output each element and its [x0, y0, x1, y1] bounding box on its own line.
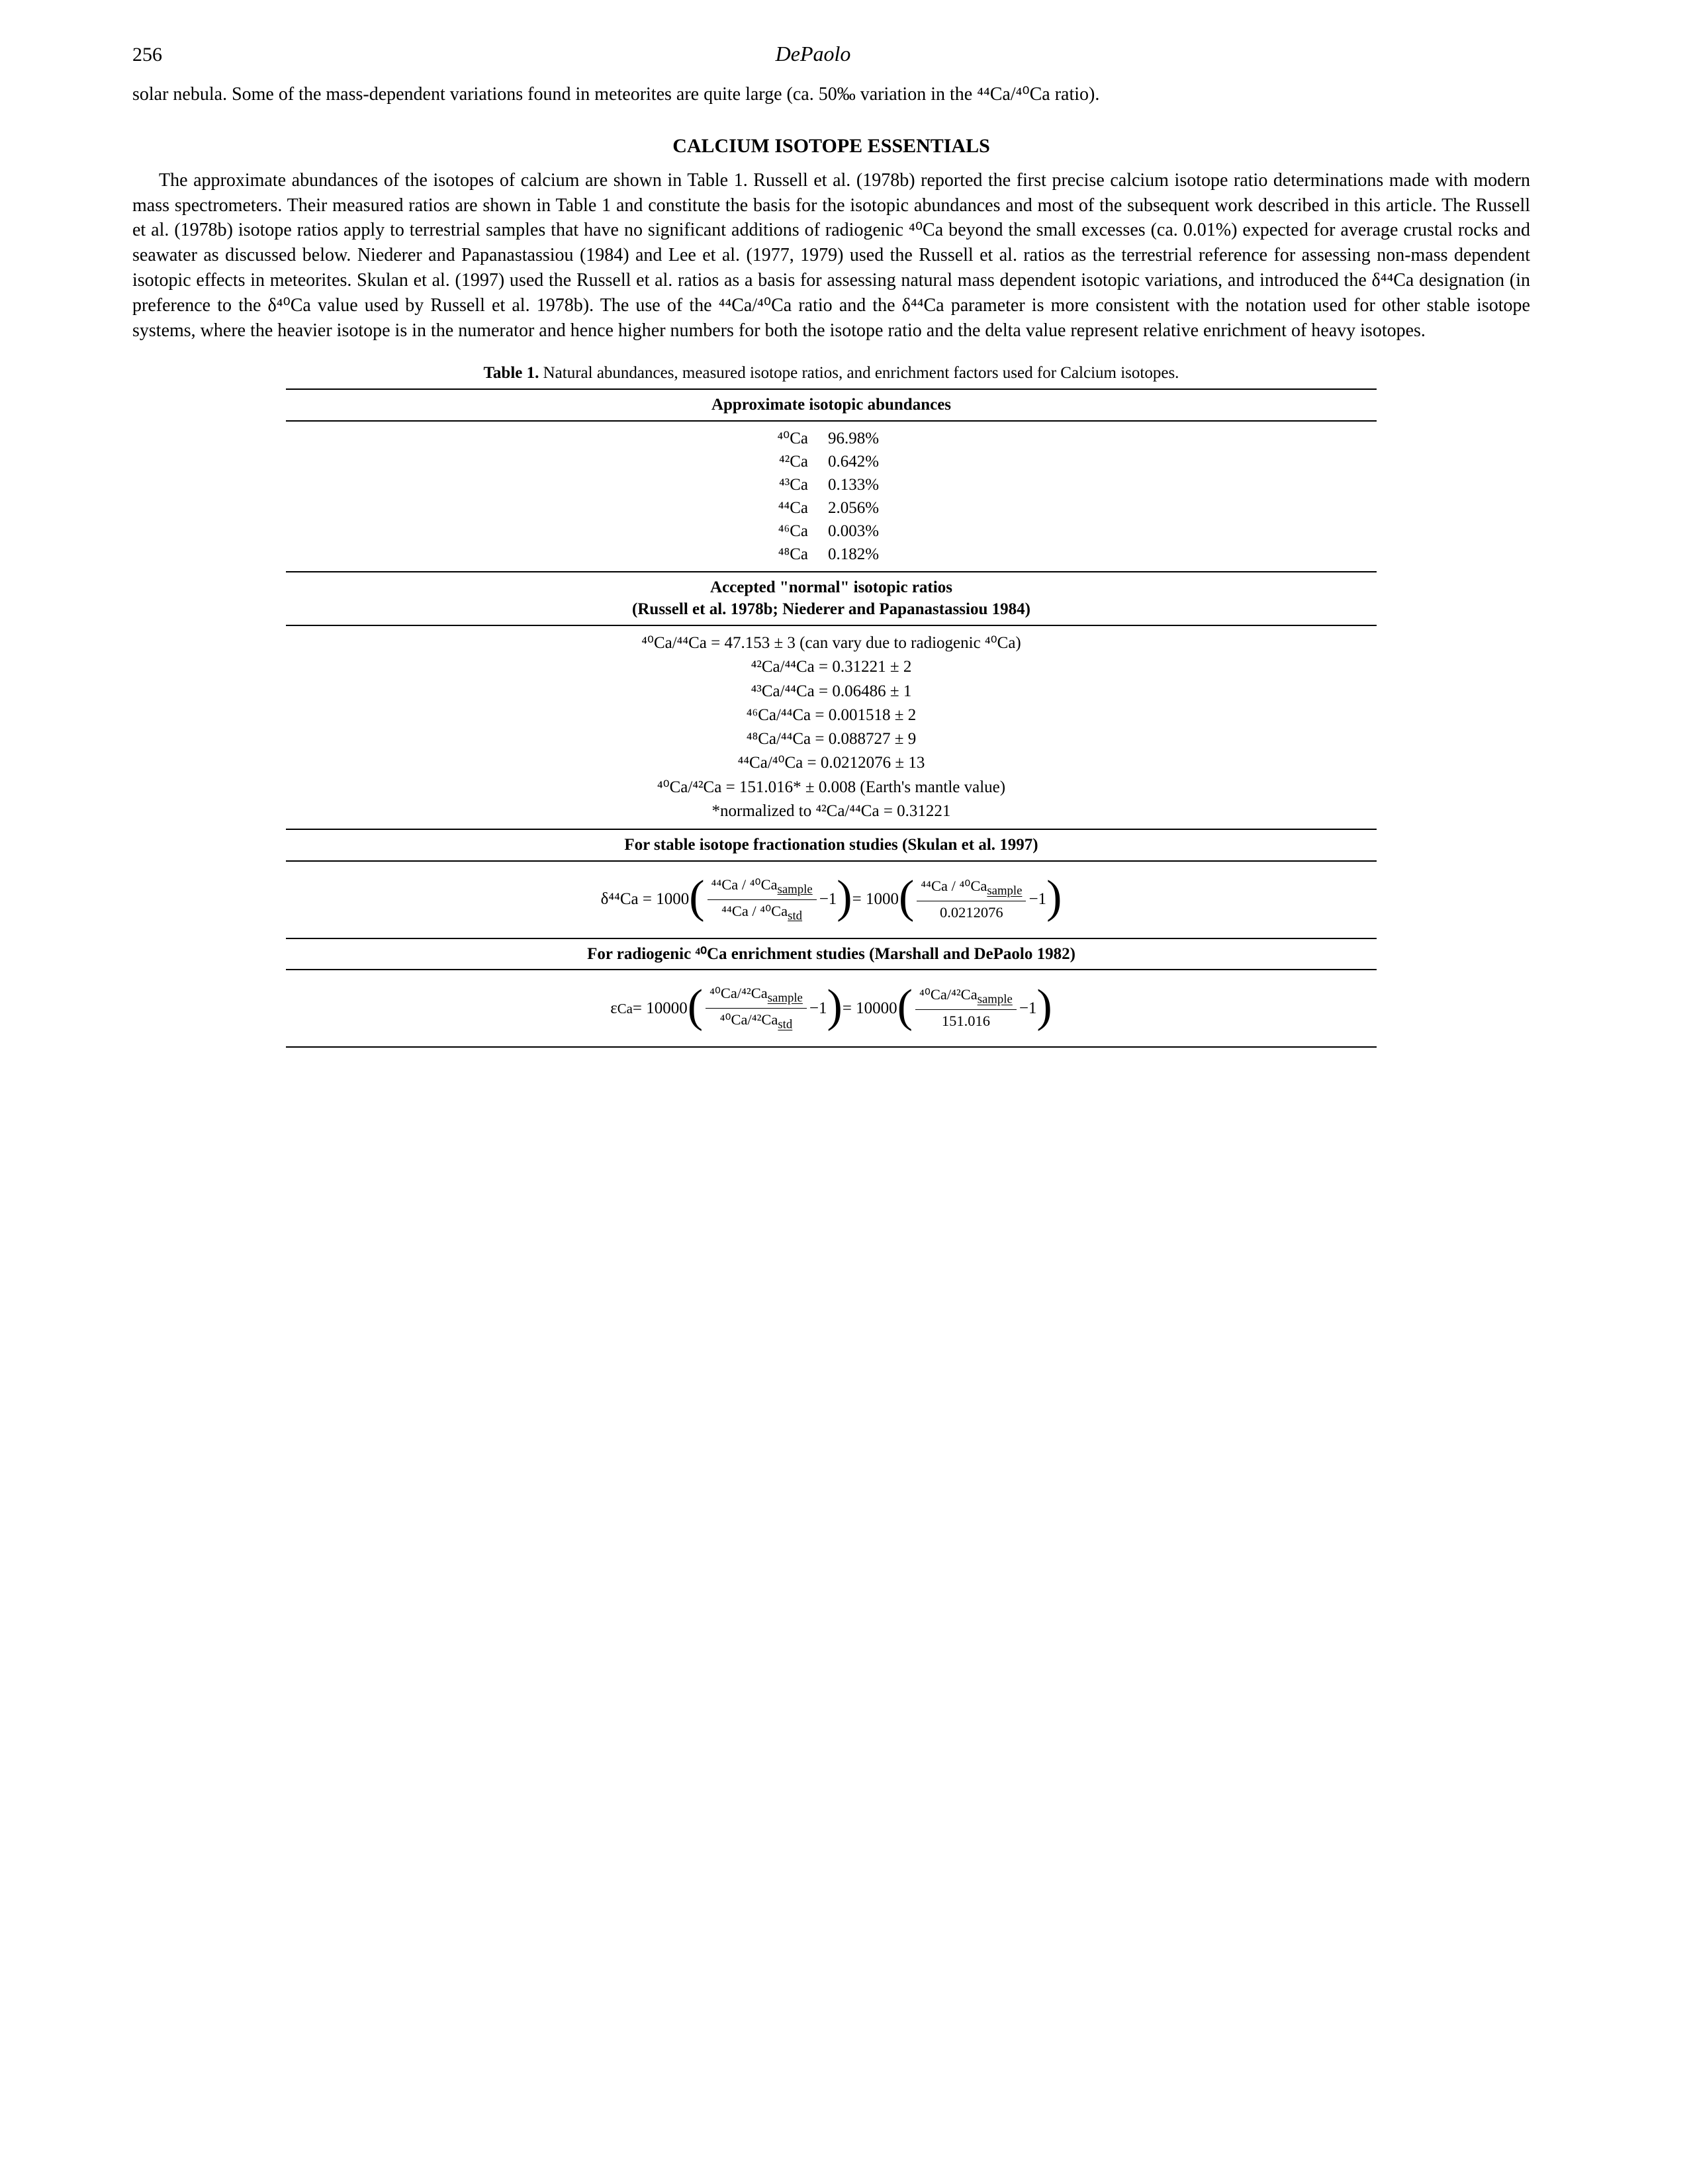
table-caption-text: Natural abundances, measured isotope rat…: [539, 364, 1179, 382]
epsilon-sub: Ca: [617, 999, 633, 1018]
intro-paragraph: solar nebula. Some of the mass-dependent…: [132, 82, 1530, 107]
denominator-value: 151.016: [915, 1010, 1017, 1031]
formula-mid: = 10000: [843, 997, 897, 1020]
table-row: ⁴³Ca 0.133%: [286, 473, 1376, 496]
table-row: ⁴⁰Ca 96.98%: [286, 427, 1376, 450]
denominator-ratio: ⁴⁴Ca / ⁴⁰Ca: [721, 903, 788, 919]
fraction: ⁴⁴Ca / ⁴⁰Casample 0.0212076: [917, 876, 1026, 923]
page-header: 256 DePaolo: [132, 40, 1530, 69]
table-row: ⁴⁴Ca 2.056%: [286, 496, 1376, 520]
formula-lhs: δ⁴⁴Ca = 1000: [601, 888, 690, 911]
ratio-line: ⁴⁴Ca/⁴⁰Ca = 0.0212076 ± 13: [286, 751, 1376, 775]
abundance-value: 0.642%: [828, 450, 894, 473]
table-row: ⁴⁸Ca 0.182%: [286, 543, 1376, 566]
table-section-abundances-heading: Approximate isotopic abundances: [286, 388, 1376, 422]
body-paragraph: The approximate abundances of the isotop…: [132, 168, 1530, 343]
fraction: ⁴⁰Ca/⁴²Casample 151.016: [915, 985, 1017, 1031]
isotope-label: ⁴²Ca: [768, 450, 808, 473]
epsilon-formula: εCa = 10000 ( ⁴⁰Ca/⁴²Casample ⁴⁰Ca/⁴²Cas…: [286, 970, 1376, 1046]
ratio-line: ⁴²Ca/⁴⁴Ca = 0.31221 ± 2: [286, 655, 1376, 679]
table-abundances-body: ⁴⁰Ca 96.98% ⁴²Ca 0.642% ⁴³Ca 0.133% ⁴⁴Ca 2.0…: [286, 422, 1376, 571]
table-row: ⁴⁶Ca 0.003%: [286, 520, 1376, 543]
numerator-sub: sample: [768, 991, 803, 1005]
ratio-line: *normalized to ⁴²Ca/⁴⁴Ca = 0.31221: [286, 799, 1376, 823]
numerator-sub: sample: [978, 993, 1013, 1007]
isotope-label: ⁴⁸Ca: [768, 543, 808, 566]
isotope-label: ⁴³Ca: [768, 473, 808, 496]
table-section-ratios-heading: Accepted "normal" isotopic ratios (Russe…: [286, 571, 1376, 627]
fraction: ⁴⁴Ca / ⁴⁰Casample ⁴⁴Ca / ⁴⁰Castd: [708, 875, 817, 925]
minus-one: −1: [1019, 997, 1037, 1020]
isotope-label: ⁴⁴Ca: [768, 496, 808, 520]
ratios-heading-line2: (Russell et al. 1978b; Niederer and Papa…: [632, 600, 1030, 618]
table-1: Table 1. Natural abundances, measured is…: [286, 363, 1376, 1048]
numerator-ratio: ⁴⁰Ca/⁴²Ca: [919, 986, 978, 1003]
section-heading: CALCIUM ISOTOPE ESSENTIALS: [132, 133, 1530, 160]
table-section-radiogenic-heading: For radiogenic ⁴⁰Ca enrichment studies (…: [286, 938, 1376, 971]
numerator-ratio: ⁴⁴Ca / ⁴⁰Ca: [921, 878, 987, 894]
abundance-value: 2.056%: [828, 496, 894, 520]
delta44-formula: δ⁴⁴Ca = 1000 ( ⁴⁴Ca / ⁴⁰Casample ⁴⁴Ca / …: [286, 862, 1376, 938]
minus-one: −1: [809, 997, 827, 1020]
minus-one: −1: [1028, 888, 1046, 911]
isotope-label: ⁴⁰Ca: [768, 427, 808, 450]
table-ratios-body: ⁴⁰Ca/⁴⁴Ca = 47.153 ± 3 (can vary due to …: [286, 626, 1376, 829]
denominator-sub: std: [788, 909, 802, 923]
table-caption: Table 1. Natural abundances, measured is…: [286, 363, 1376, 385]
ratio-line: ⁴⁶Ca/⁴⁴Ca = 0.001518 ± 2: [286, 704, 1376, 727]
ratio-line: ⁴³Ca/⁴⁴Ca = 0.06486 ± 1: [286, 680, 1376, 704]
isotope-label: ⁴⁶Ca: [768, 520, 808, 543]
ratio-line: ⁴⁰Ca/⁴²Ca = 151.016* ± 0.008 (Earth's ma…: [286, 776, 1376, 799]
abundance-value: 0.133%: [828, 473, 894, 496]
denominator-value: 0.0212076: [917, 901, 1026, 923]
denominator-ratio: ⁴⁰Ca/⁴²Ca: [720, 1011, 778, 1028]
minus-one: −1: [819, 888, 837, 911]
fraction: ⁴⁰Ca/⁴²Casample ⁴⁰Ca/⁴²Castd: [706, 983, 807, 1033]
ratio-line: ⁴⁰Ca/⁴⁴Ca = 47.153 ± 3 (can vary due to …: [286, 631, 1376, 655]
ratio-line: ⁴⁸Ca/⁴⁴Ca = 0.088727 ± 9: [286, 727, 1376, 751]
abundance-value: 0.182%: [828, 543, 894, 566]
table-bottom-rule: [286, 1046, 1376, 1048]
table-caption-label: Table 1.: [484, 364, 539, 382]
author-name: DePaolo: [96, 40, 1530, 68]
abundance-value: 0.003%: [828, 520, 894, 543]
epsilon-symbol: ε: [610, 997, 617, 1020]
numerator-sub: sample: [778, 882, 813, 896]
denominator-sub: std: [778, 1018, 792, 1032]
numerator-sub: sample: [987, 884, 1022, 898]
numerator-ratio: ⁴⁰Ca/⁴²Ca: [709, 985, 768, 1001]
table-row: ⁴²Ca 0.642%: [286, 450, 1376, 473]
ratios-heading-line1: Accepted "normal" isotopic ratios: [710, 578, 952, 596]
table-section-fractionation-heading: For stable isotope fractionation studies…: [286, 829, 1376, 862]
numerator-ratio: ⁴⁴Ca / ⁴⁰Ca: [711, 876, 778, 893]
formula-equals: = 10000: [633, 997, 688, 1020]
formula-mid: = 1000: [852, 888, 899, 911]
abundance-value: 96.98%: [828, 427, 894, 450]
